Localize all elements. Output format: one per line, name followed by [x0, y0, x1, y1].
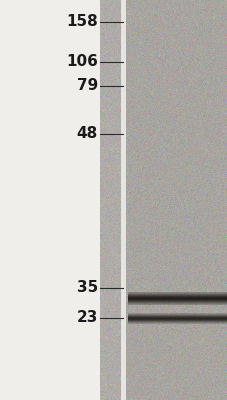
Text: 48: 48: [76, 126, 98, 142]
Text: 79: 79: [76, 78, 98, 94]
Text: 23: 23: [76, 310, 98, 326]
Text: 35: 35: [76, 280, 98, 296]
Text: 158: 158: [66, 14, 98, 30]
Text: 106: 106: [66, 54, 98, 70]
